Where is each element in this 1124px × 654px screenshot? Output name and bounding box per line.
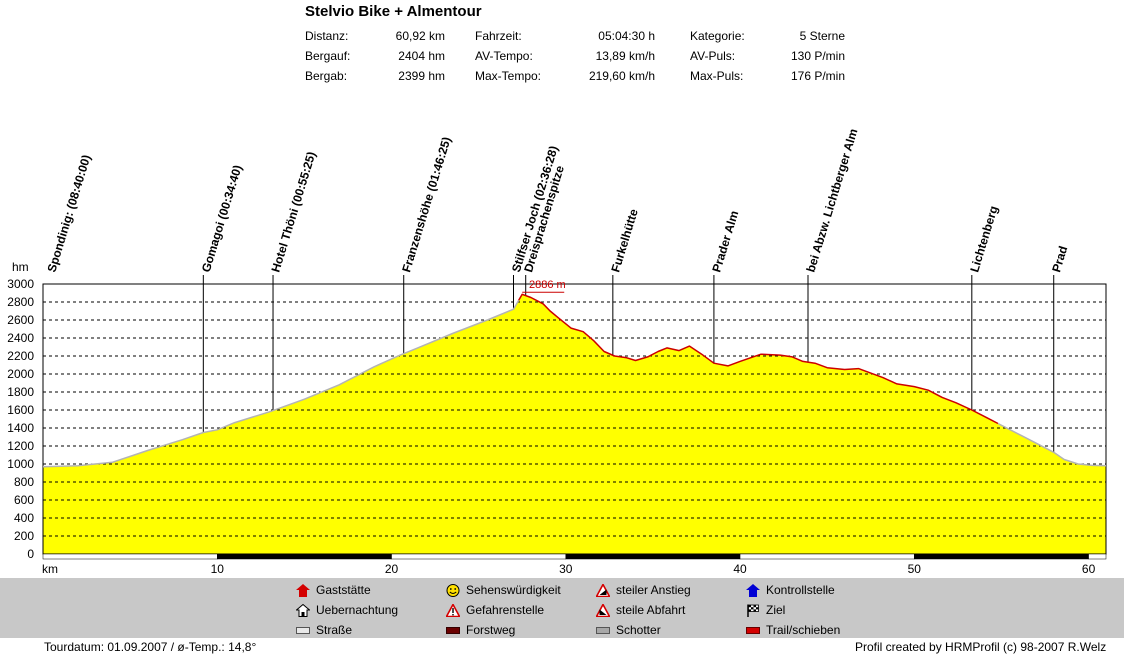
legend-label: Sehenswürdigkeit [466, 583, 561, 597]
waypoint-label: Franzenshöhe (01:46:25) [399, 135, 454, 274]
stat-label-fahrzeit: Fahrzeit: [475, 29, 522, 43]
y-tick-label: 2200 [7, 349, 34, 363]
legend-label: steile Abfahrt [616, 603, 686, 617]
x-tick-label: 30 [559, 562, 573, 576]
road-profile-line [42, 299, 520, 468]
x-axis-label: km [42, 562, 58, 576]
legend-label: Trail/schieben [766, 623, 841, 637]
legend-label: Kontrollstelle [766, 583, 835, 597]
stat-value-av-tempo: 13,89 km/h [595, 49, 655, 63]
trail-profile-line [518, 293, 999, 425]
legend: Gaststätte Uebernachtung Straße Sehenswü… [0, 578, 1124, 638]
legend-label: Gaststätte [316, 583, 371, 597]
footer-credit: Profil created by HRMProfil (c) 98-2007 … [855, 640, 1107, 654]
x-axis-segment [565, 553, 741, 560]
waypoint-label: bei Abzw. Lichtberger Alm [803, 127, 860, 274]
waypoint-label: Prad [1049, 244, 1070, 274]
x-tick-label: 40 [733, 562, 747, 576]
stat-value-av-puls: 130 P/min [790, 49, 845, 63]
checkpoint-icon [746, 584, 760, 597]
x-axis-segment [739, 553, 915, 560]
x-axis-segment [42, 553, 218, 560]
y-tick-label: 2400 [7, 331, 34, 345]
stat-value-max-puls: 176 P/min [790, 69, 845, 83]
y-tick-label: 1600 [7, 403, 34, 417]
stat-value-distanz: 60,92 km [395, 29, 445, 43]
stat-label-bergab: Bergab: [305, 69, 348, 83]
y-axis-label: hm [12, 260, 29, 274]
smiley-icon [446, 584, 460, 597]
x-tick-label: 50 [908, 562, 922, 576]
waypoint-label: Lichtenberg [967, 204, 1000, 274]
legend-label: Straße [316, 623, 353, 637]
legend-label: Uebernachtung [316, 603, 399, 617]
x-axis-segment [1088, 553, 1107, 560]
stat-value-bergauf: 2404 hm [398, 49, 445, 63]
waypoint-label: Furkelhütte [608, 207, 641, 274]
y-tick-label: 1400 [7, 421, 34, 435]
stat-label-kategorie: Kategorie: [690, 29, 745, 43]
legend-label: steiler Anstieg [616, 583, 691, 597]
x-tick-label: 60 [1082, 562, 1096, 576]
stat-label-av-tempo: AV-Tempo: [475, 49, 533, 63]
steep-descent-icon [596, 604, 610, 617]
y-tick-label: 200 [14, 529, 34, 543]
y-tick-label: 2000 [7, 367, 34, 381]
stat-label-max-tempo: Max-Tempo: [475, 69, 542, 83]
x-axis-segment [391, 553, 567, 560]
lodging-icon [296, 604, 310, 617]
x-tick-label: 20 [385, 562, 399, 576]
stat-value-kategorie: 5 Sterne [799, 29, 845, 43]
steep-climb-icon [596, 584, 610, 597]
waypoint-label: Prader Alm [709, 209, 741, 274]
gasthouse-icon [296, 584, 310, 597]
y-tick-label: 1200 [7, 439, 34, 453]
waypoint-label: Hotel Thöni (00:55:25) [269, 150, 319, 274]
y-tick-label: 400 [14, 511, 34, 525]
stat-value-max-tempo: 219,60 km/h [588, 69, 655, 83]
legend-label: Forstweg [466, 623, 516, 637]
y-tick-label: 800 [14, 475, 34, 489]
stat-label-max-puls: Max-Puls: [690, 69, 744, 83]
footer-tour-info: Tourdatum: 01.09.2007 / ø-Temp.: 14,8° [44, 640, 257, 654]
stat-value-fahrzeit: 05:04:30 h [598, 29, 655, 43]
gravel-swatch [596, 627, 610, 634]
stat-value-bergab: 2399 hm [398, 69, 445, 83]
road-swatch [296, 627, 310, 634]
legend-label: Schotter [616, 623, 661, 637]
y-tick-label: 2600 [7, 313, 34, 327]
forest-road-swatch [446, 627, 460, 634]
legend-label: Ziel [766, 603, 786, 617]
stat-label-distanz: Distanz: [305, 29, 349, 43]
finish-flag-icon [747, 604, 759, 617]
y-tick-label: 3000 [7, 277, 34, 291]
x-axis-segment [217, 553, 392, 560]
y-tick-label: 0 [27, 547, 34, 561]
y-tick-label: 2800 [7, 295, 34, 309]
stat-label-bergauf: Bergauf: [305, 49, 351, 63]
max-elevation-label: 2886 m [529, 279, 566, 291]
road-profile-line [997, 422, 1107, 467]
x-axis-segment [914, 553, 1089, 560]
chart-title: Stelvio Bike + Almentour [305, 3, 482, 20]
warning-icon [446, 604, 460, 617]
stat-label-av-puls: AV-Puls: [690, 49, 736, 63]
waypoint-label: Spondinig: (08:40:00) [44, 153, 93, 274]
x-tick-label: 10 [211, 562, 225, 576]
y-tick-label: 1000 [7, 457, 34, 471]
legend-label: Gefahrenstelle [466, 603, 545, 617]
trail-swatch [746, 627, 760, 634]
waypoint-label: Gomagoi (00:34:40) [199, 163, 245, 274]
elevation-area [43, 294, 1106, 554]
y-tick-label: 600 [14, 493, 34, 507]
y-tick-label: 1800 [7, 385, 34, 399]
